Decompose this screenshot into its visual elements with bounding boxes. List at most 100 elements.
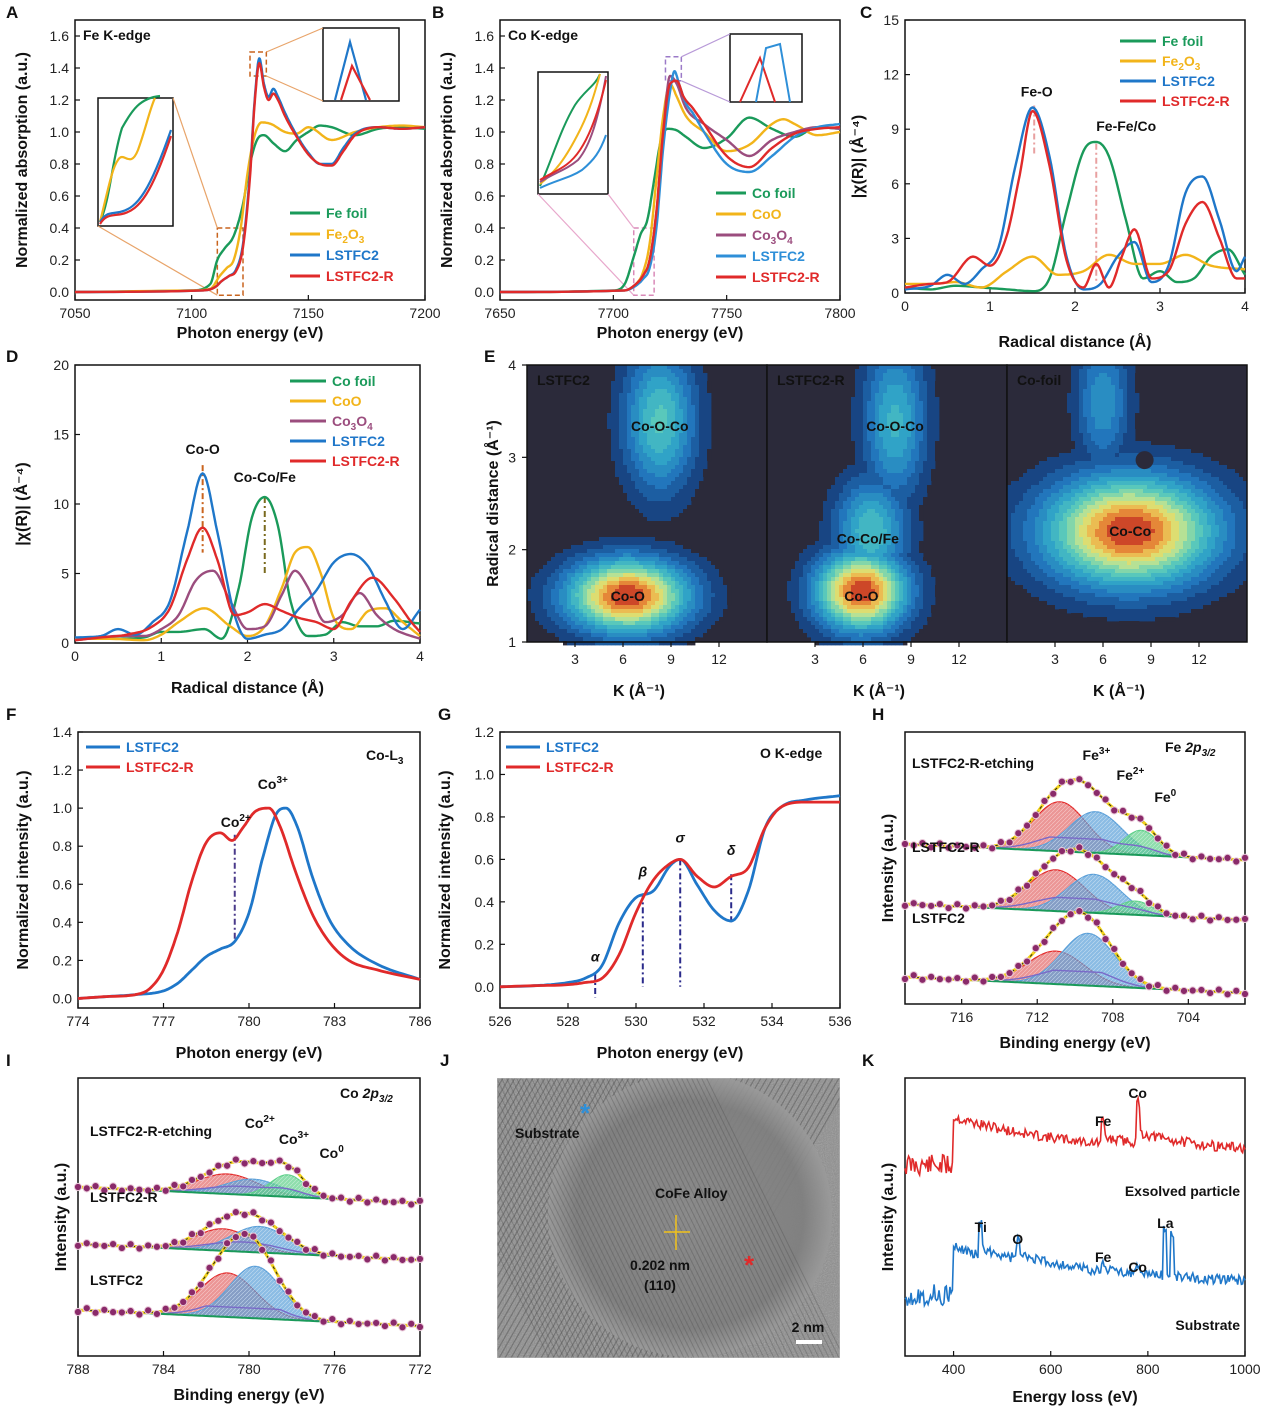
heatmap-cell [855, 513, 860, 518]
heatmap-cell [683, 477, 688, 482]
heatmap-cell [659, 409, 664, 414]
heatmap-cell [919, 469, 924, 474]
heatmap-cell [923, 413, 928, 418]
heatmap-cell [1123, 441, 1128, 446]
heatmap-cell [727, 589, 732, 594]
heatmap-cell [851, 621, 856, 626]
heatmap-cell [1119, 465, 1124, 470]
heatmap-cell [631, 373, 636, 378]
heatmap-cell [595, 545, 600, 550]
heatmap-cell [1079, 429, 1084, 434]
heatmap-cell [879, 589, 884, 594]
heatmap-cell [799, 565, 804, 570]
heatmap-cell [1127, 465, 1132, 470]
heatmap-cell [631, 377, 636, 382]
heatmap-cell [855, 589, 860, 594]
heatmap-cell [915, 609, 920, 614]
heatmap-cell [895, 581, 900, 586]
heatmap-cell [851, 521, 856, 526]
heatmap-cell [635, 457, 640, 462]
heatmap-cell [1131, 413, 1136, 418]
heatmap-cell [675, 621, 680, 626]
heatmap-cell [847, 541, 852, 546]
heatmap-cell [699, 449, 704, 454]
heatmap-cell [715, 597, 720, 602]
heatmap-cell [631, 465, 636, 470]
heatmap-cell [919, 377, 924, 382]
heatmap-cell [651, 557, 656, 562]
heatmap-cell [631, 489, 636, 494]
heatmap-cell [663, 541, 668, 546]
heatmap-cell [643, 429, 648, 434]
y-tick-label: 12 [883, 67, 899, 83]
heatmap-cell [1067, 425, 1072, 430]
heatmap-cell [1079, 441, 1084, 446]
heatmap-cell [683, 629, 688, 634]
heatmap-cell [675, 541, 680, 546]
y-tick-label: 0.0 [475, 284, 495, 300]
heatmap-cell [923, 425, 928, 430]
heatmap-cell [799, 573, 804, 578]
heatmap-cell [795, 581, 800, 586]
heatmap-cell [1071, 385, 1076, 390]
heatmap-cell [619, 453, 624, 458]
heatmap-cell [867, 565, 872, 570]
heatmap-cell [799, 605, 804, 610]
heatmap-cell [659, 557, 664, 562]
heatmap-cell [595, 553, 600, 558]
heatmap-cell [615, 377, 620, 382]
heatmap-cell [627, 389, 632, 394]
heatmap-cell [659, 537, 664, 542]
heatmap-cell [923, 485, 928, 490]
heatmap-cell [531, 577, 536, 582]
heatmap-cell [815, 537, 820, 542]
heatmap-cell [603, 601, 608, 606]
heatmap-cell [679, 505, 684, 510]
heatmap-cell [879, 437, 884, 442]
heatmap-cell [891, 589, 896, 594]
heatmap-cell [915, 441, 920, 446]
heatmap-cell [855, 557, 860, 562]
heatmap-cell [839, 633, 844, 638]
heatmap-cell [827, 561, 832, 566]
heatmap-cell [679, 557, 684, 562]
heatmap-cell [659, 461, 664, 466]
heatmap-cell [903, 525, 908, 530]
heatmap-cell [663, 429, 668, 434]
heatmap-cell [1163, 473, 1168, 478]
heatmap-cell [547, 573, 552, 578]
heatmap-cell [919, 613, 924, 618]
heatmap-cell [863, 573, 868, 578]
heatmap-cell [603, 613, 608, 618]
y-tick-label: 1.4 [475, 60, 495, 76]
heatmap-cell [1099, 393, 1104, 398]
heatmap-cell [691, 409, 696, 414]
heatmap-cell [1123, 461, 1128, 466]
heatmap-cell [611, 629, 616, 634]
heatmap-cell [863, 449, 868, 454]
heatmap-cell [859, 637, 864, 642]
heatmap-cell [695, 429, 700, 434]
heatmap-cell [1127, 445, 1132, 450]
heatmap-cell [1115, 385, 1120, 390]
heatmap-cell [871, 609, 876, 614]
heatmap-cell [1079, 385, 1084, 390]
heatmap-cell [1127, 433, 1132, 438]
heatmap-cell [907, 605, 912, 610]
heatmap-cell [707, 561, 712, 566]
heatmap-cell [679, 477, 684, 482]
heatmap-cell [847, 465, 852, 470]
heatmap-cell [627, 393, 632, 398]
heatmap-cell [599, 569, 604, 574]
heatmap-cell [647, 437, 652, 442]
heatmap-cell [923, 401, 928, 406]
heatmap-cell [823, 617, 828, 622]
heatmap-cell [699, 617, 704, 622]
heatmap-cell [631, 445, 636, 450]
y-tick-label: 10 [53, 496, 69, 512]
heatmap-cell [659, 597, 664, 602]
heatmap-cell [1127, 421, 1132, 426]
heatmap-cell [603, 605, 608, 610]
y-tick-label: 20 [53, 357, 69, 373]
heatmap-cell [851, 557, 856, 562]
